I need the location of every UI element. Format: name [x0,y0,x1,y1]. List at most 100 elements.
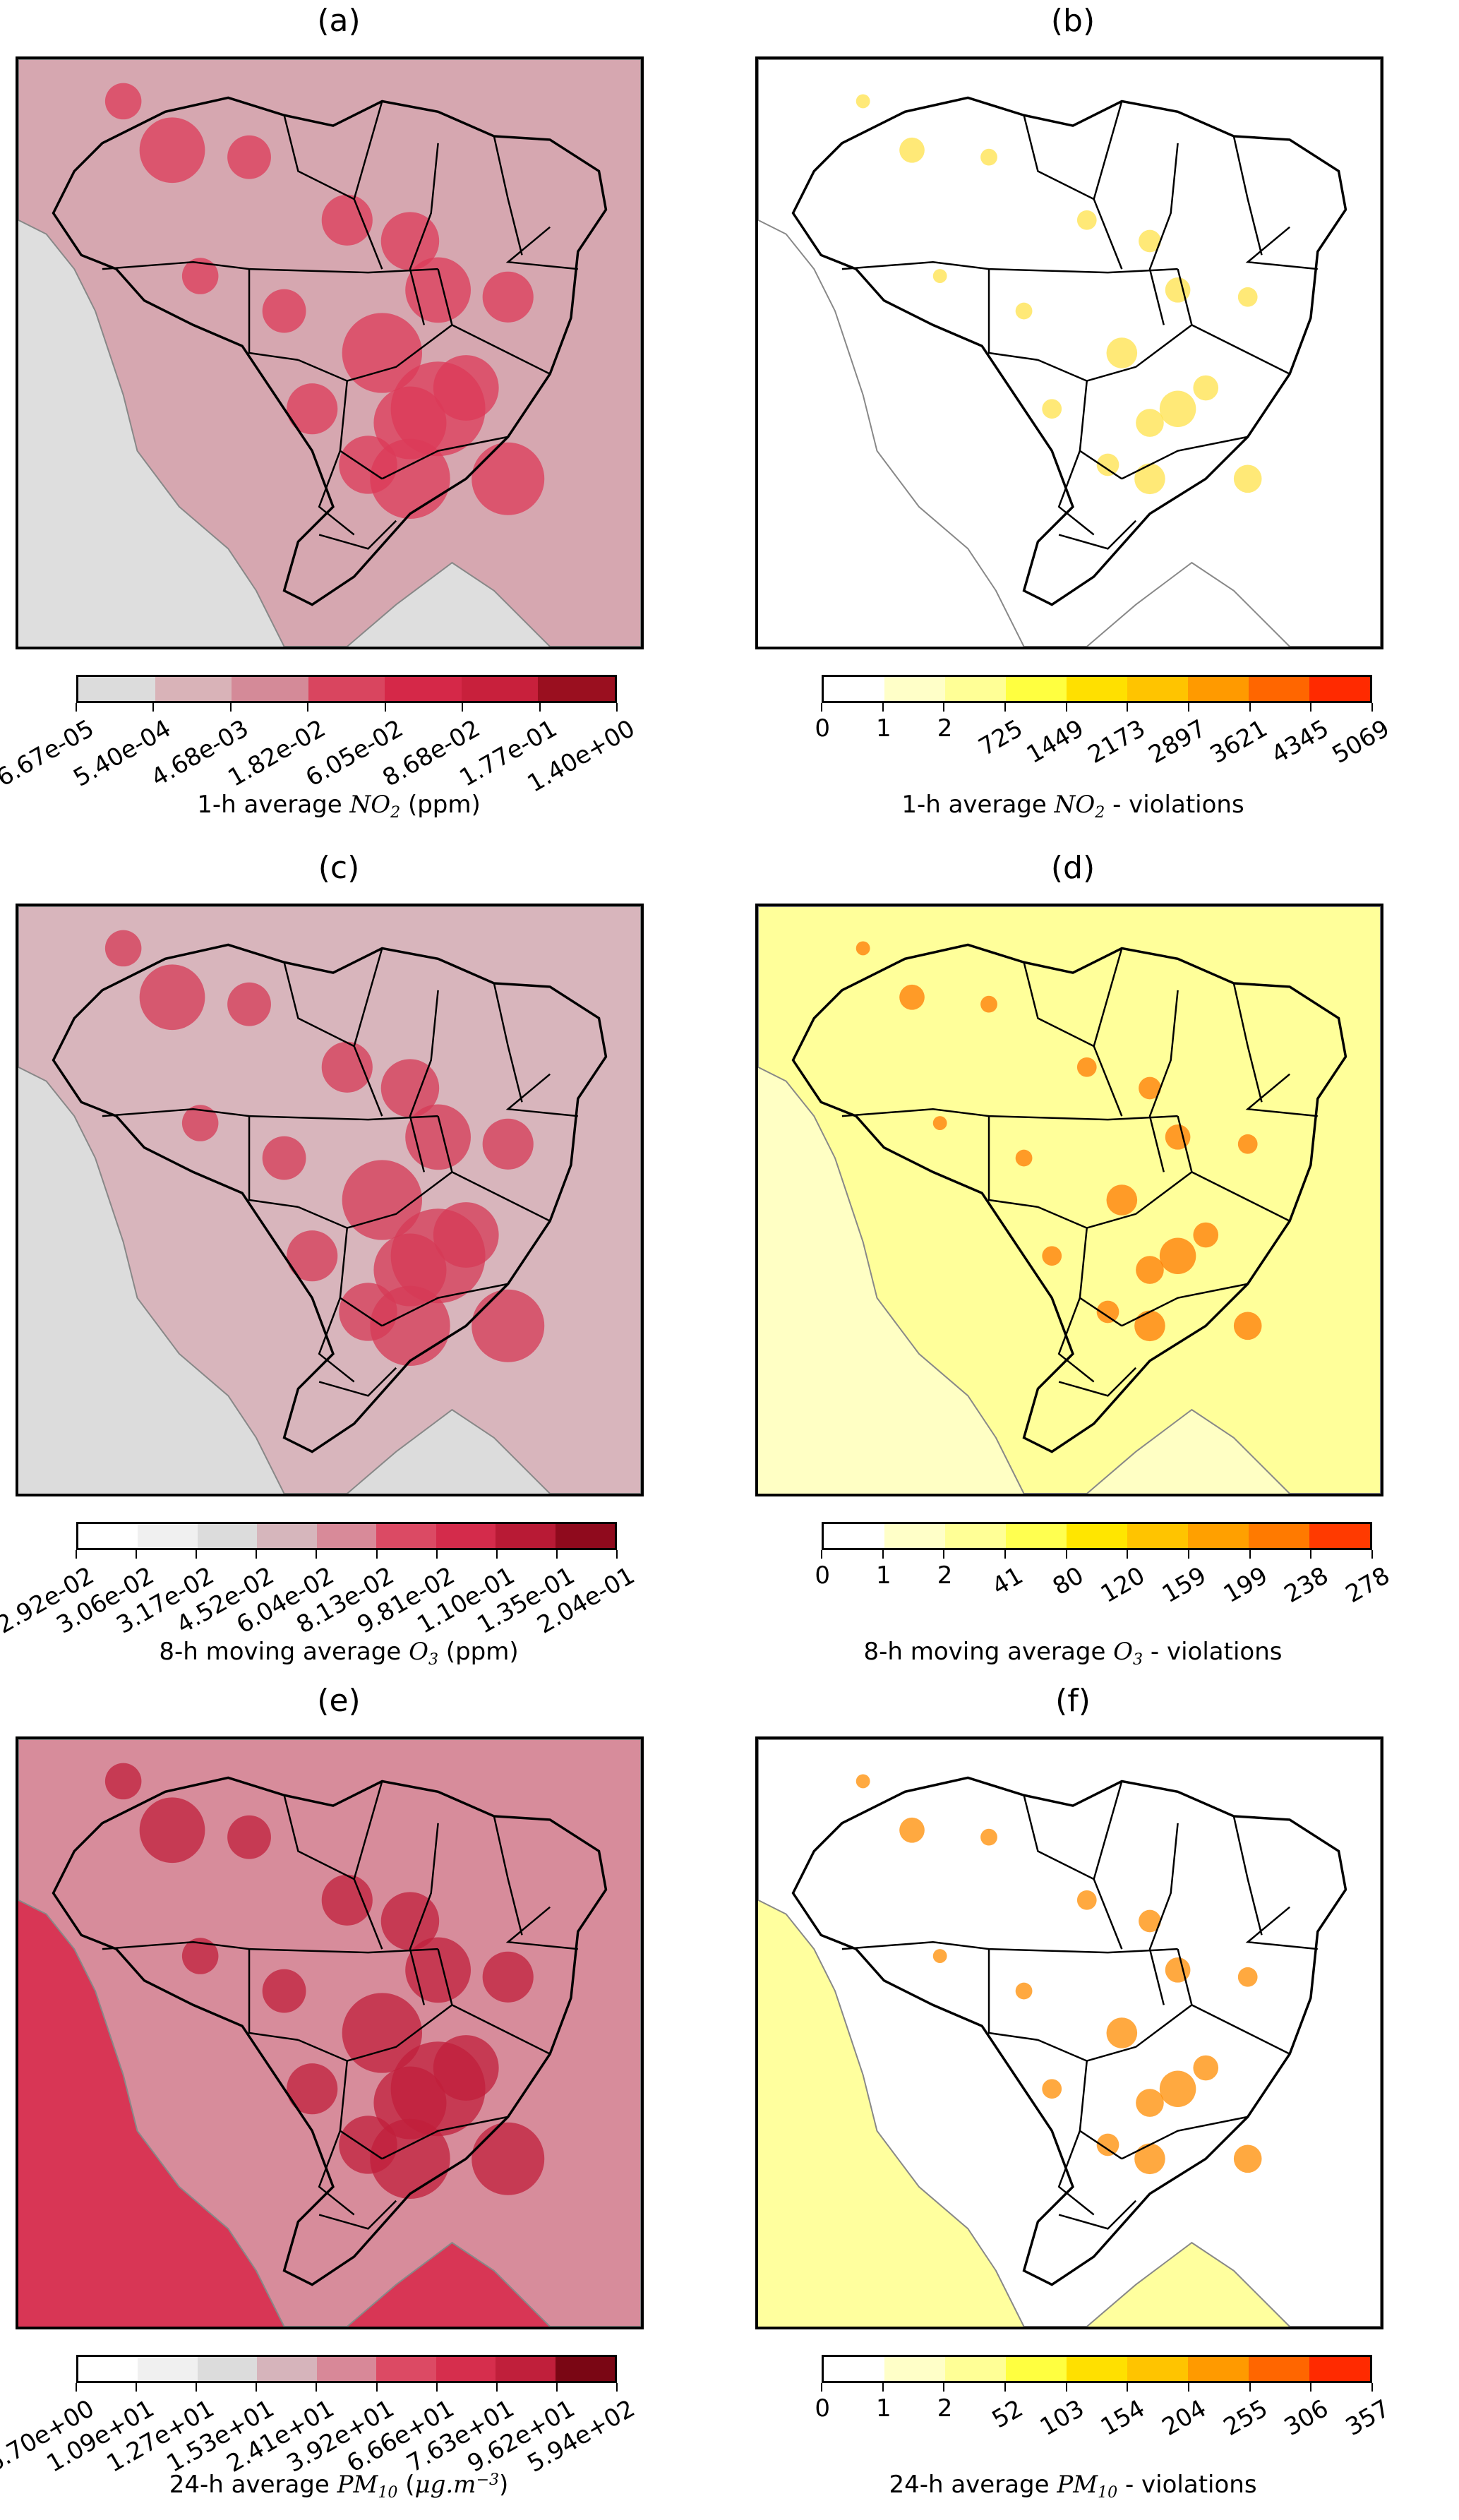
state-boundary [1177,1115,1290,1222]
state-boundary [1177,268,1290,375]
tick-mark [1004,703,1006,712]
tick-label: 2 [937,1561,953,1590]
state-boundary [318,2130,355,2216]
tick-mark [943,703,945,712]
tick-mark [1249,2383,1251,2392]
hotspot [321,1874,373,1926]
colorbar-ticks: 0 1 2 725 1449 2173 2897 3621 4345 5069 [815,703,1395,795]
hotspot [342,1993,423,2073]
hotspot [287,1230,338,1282]
state-boundary [841,260,990,270]
tick-label: 0 [815,1561,830,1590]
state-boundary [505,1906,578,1950]
tick-mark [1310,2383,1312,2392]
title-prefix: 8-h moving average [863,1638,1114,1666]
colorbar-segment [824,2357,884,2381]
state-boundary [248,1949,299,2041]
hotspot [1139,1076,1161,1100]
state-boundary [1232,136,1263,256]
title-prefix: 8-h moving average [159,1638,409,1666]
hotspot [1237,1134,1258,1154]
hotspot [104,1763,142,1800]
state-boundary [988,1115,1178,1121]
hotspot [227,982,271,1026]
tick-mark [1127,2383,1129,2392]
state-boundary [283,1781,383,1880]
hotspot [1233,464,1262,493]
state-boundary [381,1283,508,1327]
colorbar-segment [555,1524,615,1548]
title-prefix: 1-h average [197,791,350,819]
colorbar-ticks: 0 1 2 41 80 120 159 199 238 278 [815,1550,1395,1642]
state-boundary [1058,2200,1137,2230]
tick-mark [1249,1550,1251,1559]
tick-label: 0 [815,2394,830,2423]
state-boundary [1148,1823,1179,2005]
hotspot [1165,1957,1191,1983]
state-boundary [1079,1228,1123,1327]
brazil-boundary [791,1776,1347,2286]
colorbar-segment [1067,2357,1127,2381]
brazil-area [793,1777,1346,2285]
colorbar-segment [316,1524,377,1548]
map-svg [18,906,641,1494]
colorbar-segment [1188,677,1249,701]
hotspot [1042,1246,1062,1266]
colorbar [76,675,617,703]
hotspot [181,1105,219,1141]
state-boundary [1177,1948,1290,2055]
tick-label: 238 [1280,1561,1334,1609]
colorbar-segment [555,2357,615,2381]
colorbar-segment [1249,677,1309,701]
species-subscript: 2 [1095,803,1105,822]
state-boundary [1093,1878,1123,1950]
state-boundary [297,2004,453,2062]
o3-concentration-map [16,904,644,1496]
unit-open: ( [397,2471,415,2499]
state-boundary [318,1297,355,1383]
colorbar-segment [376,2357,436,2381]
hotspot [1159,2070,1196,2107]
colorbar-segment [1067,1524,1127,1548]
state-boundary [1057,2130,1095,2216]
panel-c: (c) 2.92e-02 3.06e-02 3.17e-02 4.52e-02 6.04… [0,847,678,1687]
hotspot [482,1951,534,2003]
brazil-area [53,1777,606,2285]
state-boundary [409,990,439,1172]
hotspot [855,1774,870,1789]
tick-mark [1065,703,1067,712]
no2-violations-map [755,56,1383,649]
hotspot [104,83,142,120]
hotspot [139,117,205,184]
hotspot [472,1289,545,1362]
hotspot [932,1949,947,1963]
colorbar-segment [1006,2357,1067,2381]
species-subscript: 10 [1098,2483,1118,2502]
panel-a: (a) 6.67e-05 5.40e-04 4.68e-03 1.82e-02 6.05… [0,0,678,840]
tick-mark [376,1550,378,1559]
tick-label: 1 [876,714,891,743]
unit-superscript: −3 [476,2470,500,2489]
title-suffix: - violations [1143,1638,1283,1666]
hotspot [1076,1057,1097,1077]
state-boundary [381,436,508,480]
hotspot [1233,2144,1262,2173]
tick-mark [76,2383,77,2392]
state-boundary [1037,1171,1193,1229]
panel-label: (a) [317,3,361,39]
brazil-area [53,97,606,605]
tick-mark [1065,1550,1067,1559]
state-boundary [1037,2004,1193,2062]
colorbar-segment [1006,677,1067,701]
state-boundary [1037,324,1193,382]
hotspot [433,2035,499,2101]
hotspot [899,1817,925,1843]
state-boundary [248,1115,438,1121]
tick-mark [196,2383,198,2392]
state-boundary [1023,948,1123,1048]
colorbar-title: 24-h average PM10 (μg.m−3) [0,2470,678,2502]
state-boundary [1093,1045,1123,1117]
state-boundary [409,143,439,325]
tick-mark [1188,703,1189,712]
colorbar-segment [1309,677,1370,701]
